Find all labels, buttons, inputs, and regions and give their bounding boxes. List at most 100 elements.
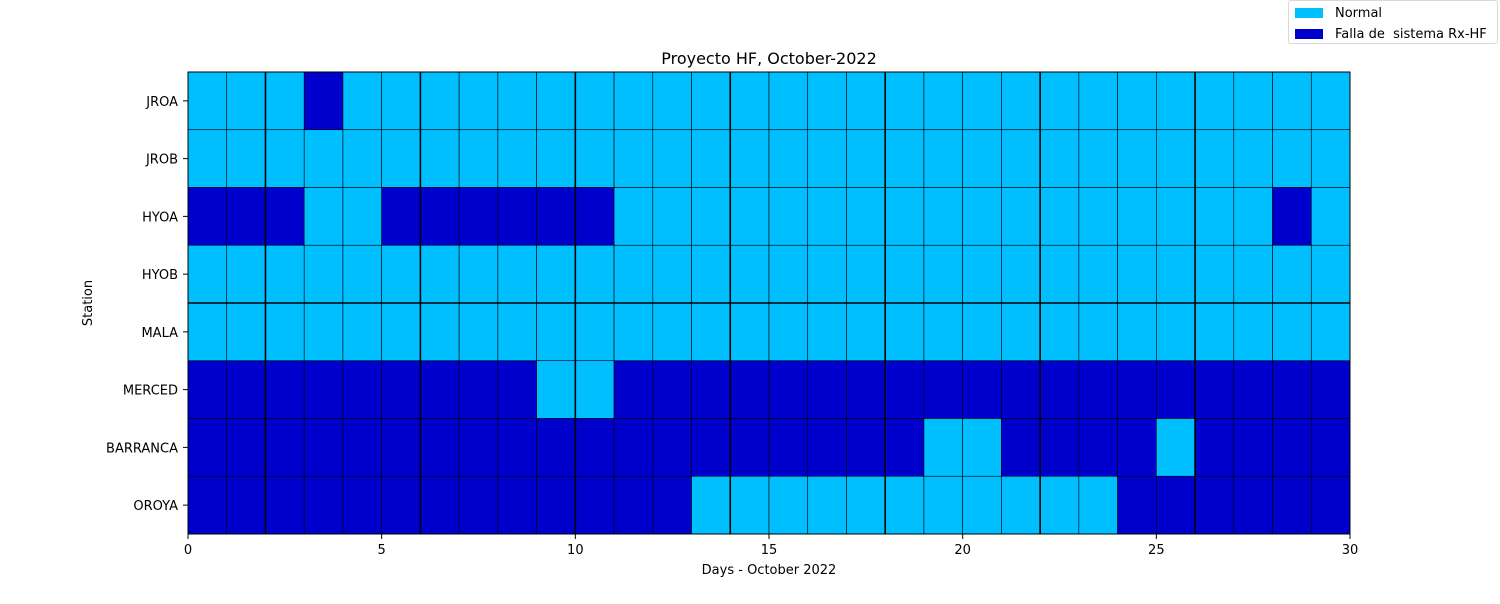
- cell-hyoa-day-15: [768, 187, 809, 246]
- cell-barranca-day-1: [226, 418, 266, 477]
- cell-barranca-day-23: [1078, 418, 1118, 477]
- cell-jroa-day-18: [884, 71, 925, 131]
- legend-swatch-falla: [1295, 29, 1323, 39]
- cell-merced-day-4: [342, 360, 382, 419]
- y-tick-label-barranca: BARRANCA: [106, 441, 178, 456]
- cell-barranca-day-3: [303, 418, 344, 477]
- cell-oroya-day-16: [807, 475, 847, 535]
- cell-hyob-day-3: [303, 244, 344, 304]
- cell-mala-day-9: [536, 302, 576, 362]
- cell-jrob-day-1: [226, 129, 266, 188]
- cell-jrob-day-22: [1039, 129, 1080, 188]
- cell-jroa-day-26: [1194, 71, 1235, 131]
- cell-hyoa-day-13: [691, 187, 731, 246]
- cell-merced-day-1: [226, 360, 266, 419]
- x-axis-ticks: 0 5 10 15 20 25 30: [184, 534, 1358, 558]
- cell-hyoa-day-25: [1156, 187, 1196, 246]
- cell-mala-day-13: [691, 302, 731, 362]
- cell-jroa-day-6: [420, 71, 460, 131]
- cell-oroya-day-1: [226, 475, 266, 535]
- cell-mala-day-11: [613, 302, 654, 362]
- cell-merced-day-3: [303, 360, 344, 419]
- cell-oroya-day-5: [381, 475, 421, 535]
- cell-hyoa-day-14: [729, 187, 770, 246]
- cell-barranca-day-20: [962, 418, 1002, 477]
- cell-mala-day-19: [923, 302, 963, 362]
- cell-oroya-day-17: [846, 475, 886, 535]
- cell-barranca-day-13: [691, 418, 731, 477]
- cell-hyob-day-29: [1310, 244, 1351, 304]
- cell-mala-day-20: [962, 302, 1002, 362]
- cell-hyob-day-22: [1039, 244, 1080, 304]
- cell-hyob-day-24: [1117, 244, 1157, 304]
- cell-mala-day-29: [1310, 302, 1351, 362]
- cell-barranca-day-24: [1117, 418, 1157, 477]
- cell-hyoa-day-6: [420, 187, 460, 246]
- cell-oroya-day-0: [187, 475, 228, 535]
- cell-hyob-day-9: [536, 244, 576, 304]
- cell-mala-day-17: [846, 302, 886, 362]
- cell-jroa-day-4: [342, 71, 382, 131]
- cell-barranca-day-7: [458, 418, 499, 477]
- y-axis-label: Station: [81, 280, 96, 326]
- cell-hyoa-day-10: [575, 187, 615, 246]
- cell-hyob-day-8: [497, 244, 537, 304]
- cell-jrob-day-4: [342, 129, 382, 188]
- cell-merced-day-18: [884, 360, 925, 419]
- cell-barranca-day-11: [613, 418, 654, 477]
- cell-mala-day-6: [420, 302, 460, 362]
- cell-jroa-day-8: [497, 71, 537, 131]
- cell-jrob-day-25: [1156, 129, 1196, 188]
- cell-hyob-day-13: [691, 244, 731, 304]
- cell-hyoa-day-7: [458, 187, 499, 246]
- y-tick-label-mala: MALA: [141, 326, 178, 341]
- cell-barranca-day-19: [923, 418, 963, 477]
- cell-barranca-day-10: [575, 418, 615, 477]
- cell-jroa-day-27: [1233, 71, 1273, 131]
- cell-jroa-day-25: [1156, 71, 1196, 131]
- cell-merced-day-19: [923, 360, 963, 419]
- cell-hyoa-day-2: [265, 187, 305, 246]
- cell-hyob-day-10: [575, 244, 615, 304]
- legend-item-falla: Falla de sistema Rx-HF: [1289, 25, 1487, 43]
- cell-oroya-day-29: [1310, 475, 1351, 535]
- cell-hyob-day-12: [652, 244, 692, 304]
- cell-jroa-day-7: [458, 71, 499, 131]
- cell-barranca-day-12: [652, 418, 692, 477]
- cell-jrob-day-16: [807, 129, 847, 188]
- cell-jrob-day-13: [691, 129, 731, 188]
- cell-mala-day-15: [768, 302, 809, 362]
- cell-hyob-day-11: [613, 244, 654, 304]
- cell-hyoa-day-9: [536, 187, 576, 246]
- cell-oroya-day-11: [613, 475, 654, 535]
- cell-jrob-day-2: [265, 129, 305, 188]
- x-tick-label-20: 20: [954, 543, 971, 558]
- cell-merced-day-13: [691, 360, 731, 419]
- cell-merced-day-28: [1272, 360, 1312, 419]
- cell-hyoa-day-18: [884, 187, 925, 246]
- cell-jrob-day-12: [652, 129, 692, 188]
- cell-oroya-day-26: [1194, 475, 1235, 535]
- cell-hyob-day-14: [729, 244, 770, 304]
- cell-jrob-day-9: [536, 129, 576, 188]
- cell-hyoa-day-26: [1194, 187, 1235, 246]
- cell-oroya-day-23: [1078, 475, 1118, 535]
- cell-mala-day-25: [1156, 302, 1196, 362]
- cell-hyoa-day-4: [342, 187, 382, 246]
- cell-merced-day-14: [729, 360, 770, 419]
- cell-oroya-day-19: [923, 475, 963, 535]
- cell-barranca-day-16: [807, 418, 847, 477]
- cell-oroya-day-25: [1156, 475, 1196, 535]
- cell-hyob-day-25: [1156, 244, 1196, 304]
- cell-merced-day-22: [1039, 360, 1080, 419]
- cell-jrob-day-26: [1194, 129, 1235, 188]
- cell-jrob-day-29: [1310, 129, 1351, 188]
- cell-barranca-day-25: [1156, 418, 1196, 477]
- cell-barranca-day-26: [1194, 418, 1235, 477]
- cell-jroa-day-1: [226, 71, 266, 131]
- cell-oroya-day-2: [265, 475, 305, 535]
- cell-merced-day-16: [807, 360, 847, 419]
- cell-barranca-day-28: [1272, 418, 1312, 477]
- x-axis-label: Days - October 2022: [702, 563, 837, 578]
- cell-hyob-day-16: [807, 244, 847, 304]
